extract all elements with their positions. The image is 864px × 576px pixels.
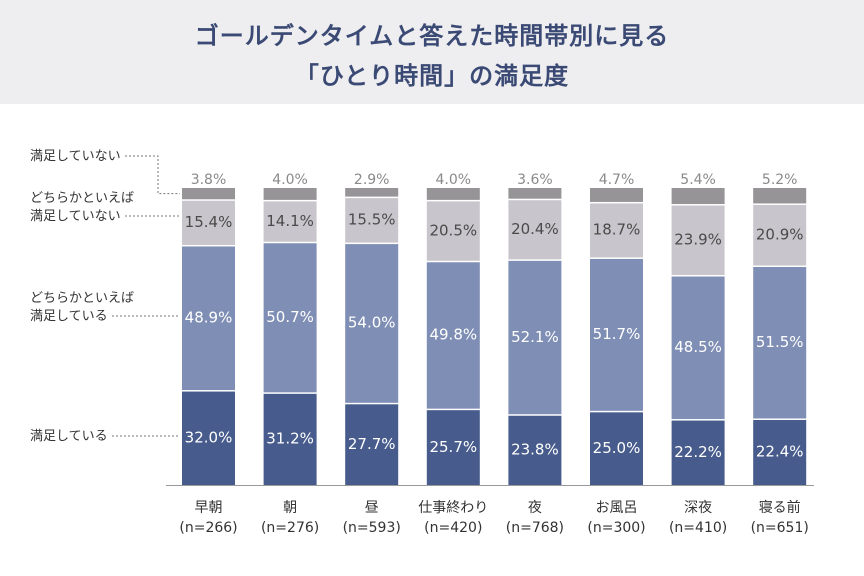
bar-segment — [426, 262, 480, 409]
sample-size-label: (n=651) — [751, 520, 809, 536]
category-label: 深夜 — [684, 500, 712, 516]
data-label: 52.1% — [511, 328, 559, 346]
bar-segment — [671, 205, 725, 276]
category-label: 寝る前 — [759, 499, 801, 516]
data-label: 4.0% — [272, 172, 308, 188]
bar-segment — [508, 415, 562, 485]
bar-segment — [753, 419, 807, 485]
category-label: 仕事終わり — [418, 500, 488, 516]
data-label: 27.7% — [348, 435, 396, 453]
bar-segment — [426, 410, 480, 485]
chart-title-line-1: ゴールデンタイムと答えた時間帯別に見る — [194, 22, 670, 50]
data-label: 51.7% — [593, 325, 641, 343]
category-label: 昼 — [365, 500, 379, 516]
data-label: 49.8% — [429, 326, 477, 344]
bar-segment — [263, 201, 317, 242]
title-banner: ゴールデンタイムと答えた時間帯別に見る 「ひとり時間」の満足度 — [0, 0, 864, 104]
data-label: 23.9% — [674, 231, 722, 249]
bar-segment — [182, 391, 235, 485]
bar-segment — [753, 267, 807, 419]
data-label: 3.8% — [191, 172, 227, 188]
sample-size-label: (n=410) — [669, 520, 727, 536]
data-label: 32.0% — [185, 429, 233, 447]
bar-segment — [426, 201, 480, 261]
sample-size-label: (n=593) — [343, 520, 401, 536]
bar-segment — [590, 412, 643, 485]
legend-label: 満足していない — [30, 209, 121, 224]
chart-title-line-2: 「ひとり時間」の満足度 — [294, 62, 570, 90]
data-label: 20.5% — [429, 221, 477, 239]
bar-segment — [263, 188, 317, 200]
bar-segment — [263, 243, 317, 393]
data-label: 22.2% — [674, 443, 722, 461]
bar-segment — [508, 200, 562, 260]
data-label: 31.2% — [266, 430, 314, 448]
data-label: 22.4% — [756, 443, 804, 461]
data-label: 15.4% — [185, 213, 233, 231]
bar-segment — [345, 244, 399, 403]
data-label: 25.7% — [429, 438, 477, 456]
bar-segment — [263, 393, 317, 485]
legend-label: 満足している — [30, 429, 108, 444]
bar-segment — [508, 188, 562, 199]
bar-segment — [182, 188, 235, 200]
bar-segment — [590, 203, 643, 258]
legend-leader — [125, 155, 180, 195]
data-label: 3.6% — [517, 172, 553, 188]
data-label: 50.7% — [266, 308, 314, 326]
legend-label: どちらかといえば — [30, 191, 134, 206]
data-label: 18.7% — [593, 221, 641, 239]
sample-size-label: (n=768) — [506, 520, 564, 536]
bar-segment — [426, 188, 480, 200]
bar-segment — [508, 260, 562, 415]
data-label: 51.5% — [756, 333, 804, 351]
data-label: 4.7% — [599, 172, 635, 188]
data-label: 4.0% — [436, 172, 472, 188]
legend-label: 満足している — [30, 309, 108, 324]
bar-segment — [753, 204, 807, 266]
bar-segment — [590, 188, 643, 202]
bar-segment — [671, 188, 725, 205]
category-label: 夜 — [528, 500, 542, 516]
data-label: 2.9% — [354, 172, 390, 188]
data-label: 54.0% — [348, 314, 396, 332]
category-label: お風呂 — [596, 500, 638, 516]
bar-segment — [345, 404, 399, 485]
data-label: 48.5% — [674, 338, 722, 356]
data-label: 20.4% — [511, 220, 559, 238]
bar-segment — [345, 188, 399, 197]
category-label: 早朝 — [195, 500, 223, 516]
sample-size-label: (n=266) — [179, 520, 237, 536]
legend-label: どちらかといえば — [30, 291, 134, 306]
data-label: 5.4% — [680, 172, 716, 188]
sample-size-label: (n=276) — [261, 520, 319, 536]
bar-segment — [671, 276, 725, 420]
bar-segment — [590, 258, 643, 411]
data-label: 25.0% — [593, 439, 641, 457]
bar-segment — [182, 200, 235, 245]
data-label: 15.5% — [348, 211, 396, 229]
bar-segment — [345, 198, 399, 243]
bar-segment — [753, 188, 807, 204]
data-label: 14.1% — [266, 212, 314, 230]
sample-size-label: (n=420) — [424, 520, 482, 536]
data-label: 23.8% — [511, 441, 559, 459]
sample-size-label: (n=300) — [587, 520, 645, 536]
category-label: 朝 — [283, 500, 297, 516]
data-label: 48.9% — [185, 309, 233, 327]
data-label: 20.9% — [756, 225, 804, 243]
bar-segment — [182, 246, 235, 391]
bar-segment — [671, 420, 725, 485]
data-label: 5.2% — [762, 172, 798, 188]
legend-label: 満足していない — [30, 149, 121, 164]
